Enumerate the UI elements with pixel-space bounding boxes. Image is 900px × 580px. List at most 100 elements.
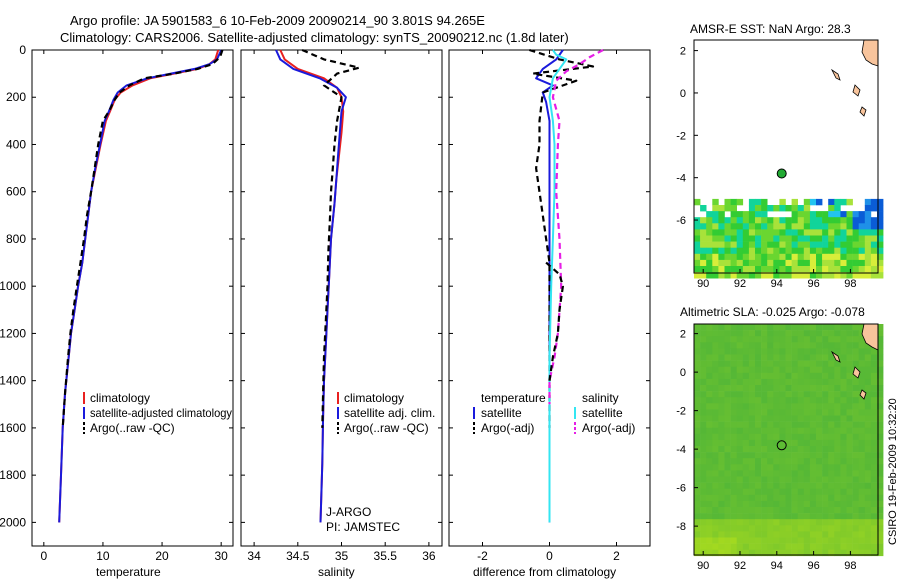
sst-cell [791, 205, 798, 212]
sla-cell [828, 366, 835, 374]
sla-cell [870, 507, 878, 514]
sla-cell [858, 543, 866, 550]
sla-cell [846, 378, 853, 386]
sla-cell [742, 458, 750, 465]
sla-cell [816, 543, 823, 550]
sst-cell [870, 259, 878, 267]
x-tick-label: 34.5 [286, 549, 310, 563]
sla-cell [809, 415, 817, 422]
sla-cell [797, 330, 805, 337]
sst-cell [797, 272, 805, 279]
sst-cell [834, 205, 841, 212]
sla-cell [828, 439, 835, 447]
sst-cell [834, 241, 841, 248]
sla-cell [773, 385, 780, 392]
sst-cell [822, 217, 829, 224]
sla-cell [834, 421, 841, 428]
sla-cell [718, 439, 725, 447]
sst-cell [834, 272, 841, 279]
sla-cell [730, 513, 737, 520]
sst-cell [834, 259, 841, 267]
sla-cell [785, 476, 792, 483]
sla-cell [755, 549, 762, 557]
sla-cell [870, 452, 878, 459]
sla-cell [816, 531, 823, 538]
sla-cell [724, 427, 731, 435]
sla-cell [877, 342, 884, 349]
sla-cell [773, 348, 780, 355]
sla-cell [724, 439, 731, 447]
sst-cell [767, 247, 774, 255]
sla-cell [822, 391, 829, 398]
map-y-tick-label: 0 [680, 88, 686, 100]
sla-cell [797, 433, 805, 441]
sla-cell [785, 378, 792, 386]
sla-cell [840, 500, 847, 508]
sla-cell [694, 507, 701, 514]
sla-cell [846, 409, 853, 416]
sla-cell [791, 549, 798, 557]
sla-cell [730, 452, 737, 459]
sla-cell [828, 433, 835, 441]
sla-cell [852, 513, 859, 520]
sla-cell [852, 537, 859, 544]
sst-cell [767, 235, 774, 242]
sla-cell [840, 433, 847, 441]
sla-cell [755, 494, 762, 502]
sla-cell [755, 403, 762, 410]
sst-cell [767, 205, 774, 212]
sla-cell [846, 415, 853, 422]
sst-cell [730, 266, 737, 273]
sla-cell [822, 519, 829, 526]
sst-cell [816, 223, 823, 230]
sst-cell [773, 272, 780, 279]
sla-cell [718, 452, 725, 459]
sst-cell [730, 259, 737, 267]
sla-cell [724, 385, 731, 392]
sla-cell [877, 391, 884, 398]
map-x-tick-label: 90 [697, 560, 709, 572]
sla-cell [779, 446, 786, 453]
sla-cell [718, 433, 725, 441]
sla-cell [700, 378, 707, 386]
sla-cell [797, 537, 805, 544]
sla-cell [877, 464, 884, 471]
sst-map-title: AMSR-E SST: NaN Argo: 28.3 [690, 22, 851, 36]
series-line-argo [301, 48, 361, 428]
sla-cell [718, 458, 725, 465]
sla-cell [724, 519, 731, 526]
sla-cell [834, 439, 841, 447]
sla-cell [779, 385, 786, 392]
sla-cell [797, 519, 805, 526]
sla-cell [736, 427, 744, 435]
sla-cell [767, 519, 774, 526]
y-tick-label: 1200 [0, 326, 26, 340]
sst-cell [718, 253, 725, 261]
sla-cell [724, 531, 731, 538]
sst-cell [858, 266, 866, 273]
sst-cell [748, 266, 756, 273]
sla-cell [877, 403, 884, 410]
sst-cell [706, 211, 713, 218]
sla-cell [736, 378, 744, 386]
sla-cell [864, 397, 872, 404]
sla-cell [858, 385, 866, 392]
sst-cell [852, 259, 859, 267]
sst-cell [840, 247, 847, 255]
sst-cell [773, 235, 780, 242]
sst-cell [767, 223, 774, 230]
sla-cell [779, 482, 786, 489]
sst-cell [694, 241, 701, 248]
temperature-axes [31, 49, 234, 547]
sla-cell [846, 519, 853, 526]
sst-cell [870, 229, 878, 236]
sst-cell [803, 266, 811, 273]
sla-cell [694, 427, 701, 435]
sla-cell [846, 336, 853, 343]
sla-cell [767, 525, 774, 532]
temperature-ticks: 0 10 20 30020040060080010001200140016001800… [0, 43, 233, 563]
sla-cell [724, 507, 731, 514]
sla-cell [718, 446, 725, 453]
sla-cell [755, 452, 762, 459]
sla-cell [694, 421, 701, 428]
